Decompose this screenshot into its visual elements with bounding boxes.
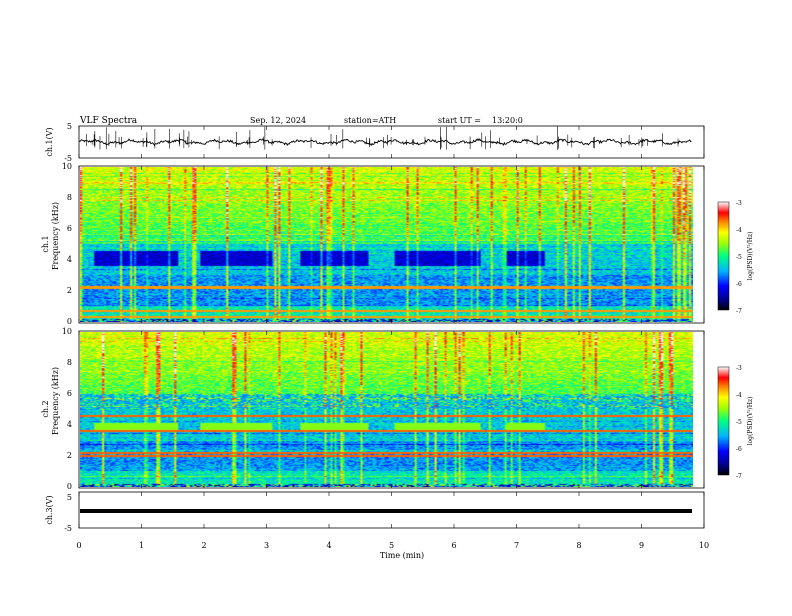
ch3-waveform-panel: 5 -5 ch.3(V) [45, 491, 705, 533]
ch1-tick-0: 0 [67, 317, 72, 326]
colorbar-ch2-bar [717, 366, 730, 476]
colorbar-ch1-bar [717, 201, 730, 311]
x-tick-label: 0 [76, 541, 81, 550]
x-tick-label: 4 [326, 541, 331, 550]
ch1-spectrogram-image [80, 167, 693, 322]
ch2-tick-0: 0 [67, 482, 72, 491]
cb2-tick-neg7: -7 [736, 473, 742, 480]
ch1-waveform-trace [78, 138, 692, 147]
x-tick-label: 3 [264, 541, 269, 550]
ch1-spec-ticks: 10 8 6 4 2 0 [62, 162, 72, 326]
ch2-tick-8: 8 [67, 358, 72, 367]
ch1-wave-ylabel: ch.1(V) [45, 127, 54, 156]
header-date: Sep. 12, 2024 [250, 116, 306, 125]
ch2-tick-10: 10 [62, 327, 72, 336]
ch3-wave-ylabel: ch.3(V) [45, 495, 54, 524]
ch1-waveform-spikes [86, 126, 679, 150]
cb1-tick-neg5: -5 [736, 254, 742, 261]
cb2-tick-neg3: -3 [736, 365, 742, 372]
ch1-tick-4: 4 [67, 255, 72, 264]
ch1-spec-ylabel-ch: ch.1 [41, 235, 50, 252]
ch3-wave-tick-neg5: -5 [64, 524, 72, 533]
ch2-tick-2: 2 [67, 451, 72, 460]
header-start-label: start UT = [438, 116, 481, 125]
colorbar-ch2: -3 -4 -5 -6 -7 log(PSD)(V²/Hz) [717, 365, 754, 480]
ch1-tick-6: 6 [67, 224, 72, 233]
ch1-tick-10: 10 [62, 162, 72, 171]
ch3-wave-tick-5: 5 [67, 493, 72, 502]
x-tick-label: 10 [699, 541, 709, 550]
colorbar-ch1-label: log(PSD)(V²/Hz) [747, 232, 754, 281]
ch1-spec-ylabel-freq: Frequency (kHz) [51, 202, 60, 270]
cb1-tick-neg4: -4 [736, 227, 742, 234]
ch1-spectrogram-panel: 10 8 6 4 2 0 ch.1 Frequency (kHz) [41, 162, 705, 326]
x-tick-label: 6 [451, 541, 456, 550]
colorbar-ch2-label: log(PSD)(V²/Hz) [747, 397, 754, 446]
ch2-spectrogram-image [80, 332, 693, 487]
x-tick-label: 1 [139, 541, 144, 550]
ch1-waveform-panel: 5 -5 ch.1(V) [45, 122, 705, 163]
colorbar-ch1: -3 -4 -5 -6 -7 log(PSD)(V²/Hz) [717, 200, 754, 315]
x-tick-label: 8 [576, 541, 581, 550]
cb1-tick-neg7: -7 [736, 308, 742, 315]
cb2-tick-neg6: -6 [736, 446, 742, 453]
cb2-tick-neg5: -5 [736, 419, 742, 426]
ch1-tick-8: 8 [67, 193, 72, 202]
cb1-tick-neg3: -3 [736, 200, 742, 207]
ch1-wave-tick-neg5: -5 [64, 154, 72, 163]
ch1-wave-tick-5: 5 [67, 122, 72, 131]
cb2-tick-neg4: -4 [736, 392, 742, 399]
ch2-spec-ticks: 10 8 6 4 2 0 [62, 327, 72, 491]
ch1-tick-2: 2 [67, 286, 72, 295]
x-tick-label: 5 [389, 541, 394, 550]
ch2-spec-ylabel-freq: Frequency (kHz) [51, 367, 60, 435]
x-tick-label: 9 [639, 541, 644, 550]
time-axis: 0 1 2 3 4 5 6 7 8 9 10 [76, 126, 709, 550]
header-station: station=ATH [344, 116, 396, 125]
x-tick-label: 7 [514, 541, 519, 550]
x-axis-label: Time (min) [380, 551, 424, 560]
cb1-tick-neg6: -6 [736, 281, 742, 288]
ch2-spectrogram-panel: 10 8 6 4 2 0 ch.2 Frequency (kHz) [41, 327, 705, 491]
x-tick-label: 2 [201, 541, 206, 550]
ch2-tick-4: 4 [67, 420, 72, 429]
ch2-tick-6: 6 [67, 389, 72, 398]
header-start-time: 13:20:0 [492, 116, 523, 125]
chart-title: VLF Spectra [79, 116, 138, 126]
ch2-spec-ylabel-ch: ch.2 [41, 400, 50, 417]
